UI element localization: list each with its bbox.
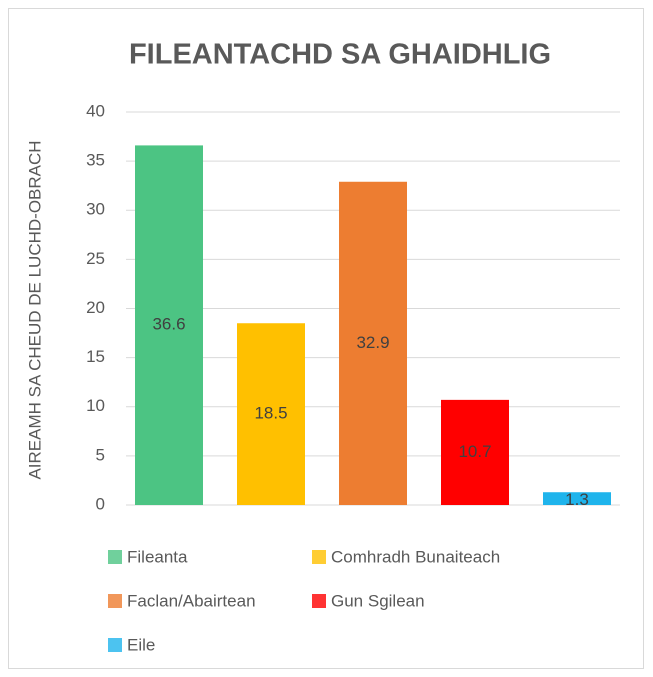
legend-swatch — [108, 550, 122, 564]
legend-label: Fileanta — [127, 547, 188, 566]
bar — [543, 492, 611, 505]
bar — [135, 145, 203, 505]
y-tick-label: 30 — [86, 200, 105, 219]
legend-swatch — [312, 550, 326, 564]
y-tick-label: 20 — [86, 298, 105, 317]
data-label: 36.6 — [152, 315, 185, 334]
legend-swatch — [108, 594, 122, 608]
legend-label: Comhradh Bunaiteach — [331, 547, 500, 566]
y-tick-label: 40 — [86, 101, 105, 120]
y-tick-label: 0 — [96, 494, 105, 513]
legend-label: Faclan/Abairtean — [127, 591, 256, 610]
bar — [339, 181, 407, 505]
y-tick-label: 5 — [96, 445, 105, 464]
chart-title: FILEANTACHD SA GHAIDHLIG — [129, 39, 551, 71]
bar — [441, 399, 509, 505]
legend-swatch — [312, 594, 326, 608]
data-label: 32.9 — [356, 333, 389, 352]
y-tick-label: 35 — [86, 151, 105, 170]
legend-label: Eile — [127, 635, 155, 654]
y-tick-label: 25 — [86, 249, 105, 268]
data-label: 18.5 — [254, 404, 287, 423]
legend-label: Gun Sgilean — [331, 591, 425, 610]
bar — [237, 323, 305, 505]
legend-swatch — [108, 638, 122, 652]
data-label: 10.7 — [458, 442, 491, 461]
data-label: 1.3 — [565, 490, 589, 509]
y-axis-title: AIREAMH SA CHEUD DE LUCHD-OBRACH — [25, 140, 44, 479]
y-tick-label: 15 — [86, 347, 105, 366]
y-tick-label: 10 — [86, 396, 105, 415]
